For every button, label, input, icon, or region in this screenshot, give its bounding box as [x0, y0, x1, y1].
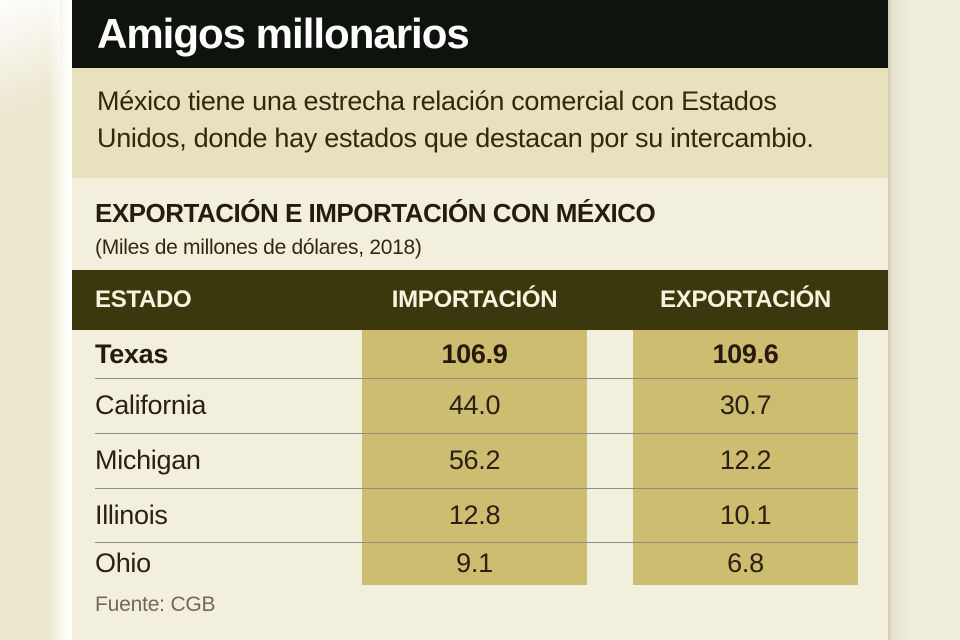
exportacion-cell: 12.2: [719, 445, 772, 475]
table-header-row: ESTADO IMPORTACIÓN EXPORTACIÓN: [72, 270, 888, 330]
intro-text: México tiene una estrecha relación comer…: [97, 86, 814, 153]
importacion-cell: 106.9: [441, 338, 508, 369]
exportacion-cell: 10.1: [719, 499, 772, 530]
row-separator: [95, 488, 858, 489]
title-bar: Amigos millonarios: [72, 0, 888, 68]
page-fold-left: [0, 0, 72, 640]
page-title: Amigos millonarios: [97, 10, 470, 57]
importacion-cell: 12.8: [448, 499, 501, 530]
exportacion-cell: 109.6: [712, 338, 779, 369]
section-header: EXPORTACIÓN E IMPORTACIÓN CON MÉXICO (Mi…: [72, 178, 888, 270]
state-cell: Ohio: [95, 548, 151, 578]
table-row: Michigan 56.2 12.2: [72, 433, 888, 488]
row-separator: [95, 378, 858, 379]
row-separator: [95, 542, 858, 543]
state-cell: Illinois: [95, 499, 168, 530]
source-text: Fuente: CGB: [95, 593, 216, 616]
column-header-importacion: IMPORTACIÓN: [391, 286, 558, 313]
section-subheading: (Miles de millones de dólares, 2018): [95, 236, 422, 259]
column-header-exportacion: EXPORTACIÓN: [660, 286, 831, 313]
table-row: Texas 106.9 109.6: [72, 330, 888, 378]
importacion-cell: 9.1: [456, 548, 493, 578]
state-cell: Texas: [95, 338, 169, 369]
importacion-cell: 56.2: [448, 445, 501, 475]
table-row: California 44.0 30.7: [72, 378, 888, 433]
data-table-body: Texas 106.9 109.6 California 44.0 30.7 M…: [72, 330, 888, 585]
state-cell: Michigan: [95, 445, 201, 475]
importacion-cell: 44.0: [448, 390, 501, 420]
page-fold-right: [888, 0, 960, 640]
section-heading: EXPORTACIÓN E IMPORTACIÓN CON MÉXICO: [95, 198, 656, 228]
state-cell: California: [95, 390, 207, 420]
exportacion-cell: 30.7: [719, 390, 772, 420]
column-header-estado: ESTADO: [95, 286, 192, 313]
intro-block: México tiene una estrecha relación comer…: [72, 68, 888, 178]
table-row: Illinois 12.8 10.1: [72, 488, 888, 542]
table-row: Ohio 9.1 6.8: [72, 542, 888, 585]
infographic: Amigos millonarios México tiene una estr…: [72, 0, 888, 640]
row-separator: [95, 433, 858, 434]
exportacion-cell: 6.8: [727, 548, 764, 578]
